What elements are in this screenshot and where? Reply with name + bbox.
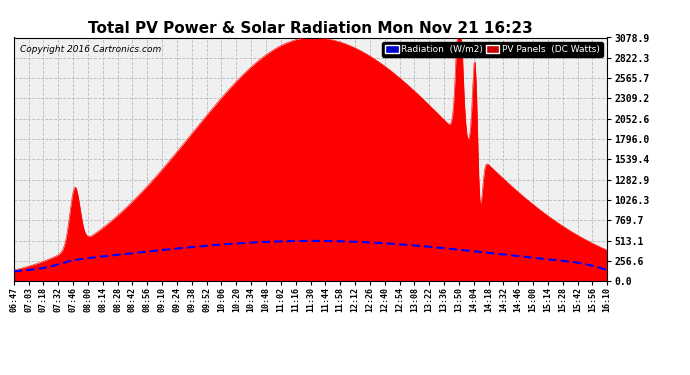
Legend: Radiation  (W/m2), PV Panels  (DC Watts): Radiation (W/m2), PV Panels (DC Watts) [382, 42, 602, 57]
Text: Copyright 2016 Cartronics.com: Copyright 2016 Cartronics.com [20, 45, 161, 54]
Title: Total PV Power & Solar Radiation Mon Nov 21 16:23: Total PV Power & Solar Radiation Mon Nov… [88, 21, 533, 36]
